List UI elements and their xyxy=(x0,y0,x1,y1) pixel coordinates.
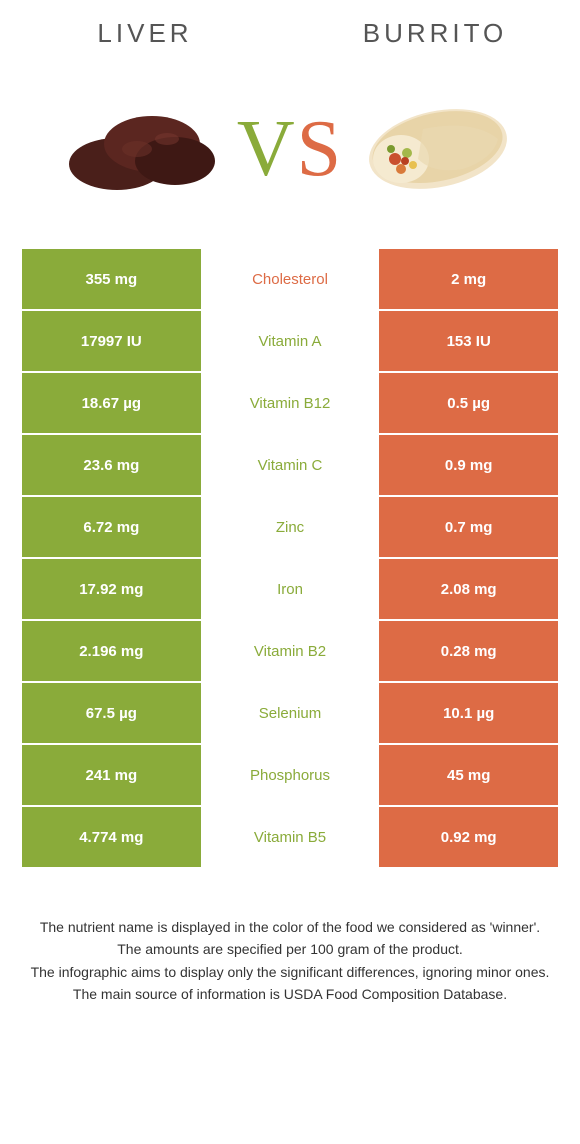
table-row: 67.5 µgSelenium10.1 µg xyxy=(22,683,558,743)
nutrient-label: Selenium xyxy=(201,683,380,743)
hero-section: VS xyxy=(0,59,580,249)
table-row: 17.92 mgIron2.08 mg xyxy=(22,559,558,619)
right-value: 0.28 mg xyxy=(379,621,558,681)
left-value: 23.6 mg xyxy=(22,435,201,495)
vs-label: VS xyxy=(237,109,343,189)
left-value: 18.67 µg xyxy=(22,373,201,433)
right-food-title: BURRITO xyxy=(290,18,580,49)
right-value: 0.7 mg xyxy=(379,497,558,557)
nutrient-label: Phosphorus xyxy=(201,745,380,805)
header: LIVER BURRITO xyxy=(0,0,580,59)
left-value: 17.92 mg xyxy=(22,559,201,619)
footnote: The nutrient name is displayed in the co… xyxy=(22,917,558,1004)
right-value: 0.92 mg xyxy=(379,807,558,867)
left-value: 241 mg xyxy=(22,745,201,805)
right-value: 10.1 µg xyxy=(379,683,558,743)
footnote-line-4: The main source of information is USDA F… xyxy=(22,984,558,1004)
nutrient-table: 355 mgCholesterol2 mg17997 IUVitamin A15… xyxy=(22,249,558,867)
nutrient-label: Vitamin B2 xyxy=(201,621,380,681)
table-row: 18.67 µgVitamin B120.5 µg xyxy=(22,373,558,433)
left-food-title: LIVER xyxy=(0,18,290,49)
vs-v-letter: V xyxy=(237,105,297,193)
table-row: 355 mgCholesterol2 mg xyxy=(22,249,558,309)
table-row: 17997 IUVitamin A153 IU xyxy=(22,311,558,371)
nutrient-label: Vitamin B5 xyxy=(201,807,380,867)
right-value: 2 mg xyxy=(379,249,558,309)
left-value: 4.774 mg xyxy=(22,807,201,867)
nutrient-label: Cholesterol xyxy=(201,249,380,309)
nutrient-label: Vitamin B12 xyxy=(201,373,380,433)
right-value: 2.08 mg xyxy=(379,559,558,619)
nutrient-label: Vitamin A xyxy=(201,311,380,371)
table-row: 4.774 mgVitamin B50.92 mg xyxy=(22,807,558,867)
footnote-line-3: The infographic aims to display only the… xyxy=(22,962,558,982)
footnote-line-1: The nutrient name is displayed in the co… xyxy=(22,917,558,937)
liver-image xyxy=(57,89,227,209)
table-row: 6.72 mgZinc0.7 mg xyxy=(22,497,558,557)
left-value: 17997 IU xyxy=(22,311,201,371)
left-value: 2.196 mg xyxy=(22,621,201,681)
vs-s-letter: S xyxy=(297,105,344,193)
right-value: 0.5 µg xyxy=(379,373,558,433)
table-row: 2.196 mgVitamin B20.28 mg xyxy=(22,621,558,681)
footnote-line-2: The amounts are specified per 100 gram o… xyxy=(22,939,558,959)
right-value: 153 IU xyxy=(379,311,558,371)
left-value: 67.5 µg xyxy=(22,683,201,743)
nutrient-label: Vitamin C xyxy=(201,435,380,495)
nutrient-label: Iron xyxy=(201,559,380,619)
right-value: 45 mg xyxy=(379,745,558,805)
table-row: 23.6 mgVitamin C0.9 mg xyxy=(22,435,558,495)
table-row: 241 mgPhosphorus45 mg xyxy=(22,745,558,805)
right-value: 0.9 mg xyxy=(379,435,558,495)
left-value: 355 mg xyxy=(22,249,201,309)
burrito-image xyxy=(353,89,523,209)
nutrient-label: Zinc xyxy=(201,497,380,557)
left-value: 6.72 mg xyxy=(22,497,201,557)
